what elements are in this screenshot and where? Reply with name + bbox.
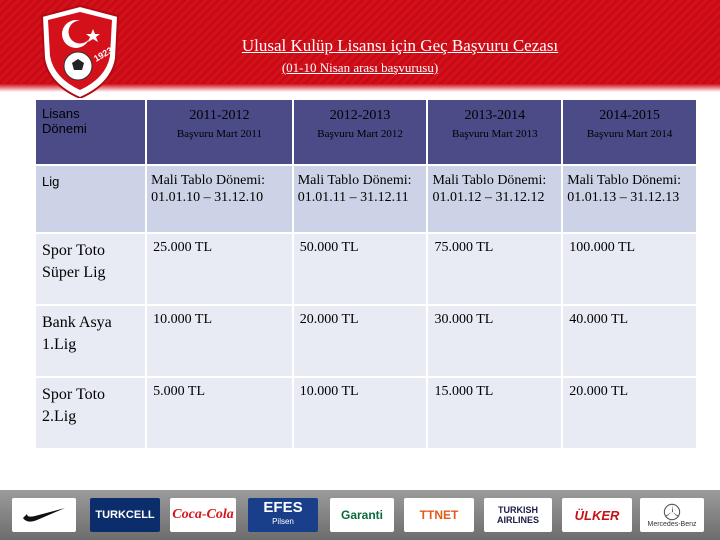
- fee-cell: 30.000 TL: [428, 306, 562, 376]
- period-cell: Mali Tablo Dönemi: 01.01.12 – 31.12.12: [428, 166, 562, 232]
- fee-cell: 10.000 TL: [147, 306, 292, 376]
- fee-cell: 75.000 TL: [428, 234, 562, 304]
- period-range: 01.01.11 – 31.12.11: [297, 190, 409, 205]
- lig-label: Lig: [36, 166, 146, 232]
- season-header: 2011-2012 Başvuru Mart 2011: [147, 100, 292, 164]
- header-band: [0, 0, 720, 92]
- fee-cell: 20.000 TL: [293, 306, 427, 376]
- period-title: Mali Tablo Dönemi:: [297, 173, 412, 188]
- turkish-airlines-logo: TURKISH AIRLINES: [484, 498, 552, 532]
- period-title: Mali Tablo Dönemi:: [151, 173, 265, 188]
- season-application: Başvuru Mart 2011: [176, 128, 262, 140]
- license-fee-table: Lisans Dönemi 2011-2012 Başvuru Mart 201…: [34, 98, 698, 450]
- league-name-line1: Spor Toto: [42, 386, 106, 403]
- mercedes-name: Mercedes-Benz: [647, 520, 697, 528]
- season-header-row: Lisans Dönemi 2011-2012 Başvuru Mart 201…: [36, 100, 696, 164]
- period-title: Mali Tablo Dönemi:: [567, 173, 682, 188]
- league-name: Bank Asya 1.Lig: [36, 306, 146, 376]
- turkish-airlines-name: TURKISH: [498, 505, 538, 515]
- corner-label-line2: Dönemi: [42, 121, 87, 136]
- fee-cell: 15.000 TL: [428, 378, 562, 448]
- mercedes-logo: Mercedes-Benz: [640, 498, 704, 532]
- fee-cell: 100.000 TL: [563, 234, 696, 304]
- period-title: Mali Tablo Dönemi:: [432, 173, 547, 188]
- season-header: 2014-2015 Başvuru Mart 2014: [563, 100, 696, 164]
- efes-name: EFES: [263, 499, 303, 516]
- corner-label-line1: Lisans: [42, 106, 80, 121]
- league-name-line1: Spor Toto: [42, 242, 106, 259]
- season-application: Başvuru Mart 2014: [586, 128, 673, 140]
- season-year: 2013-2014: [464, 108, 526, 123]
- season-header: 2013-2014 Başvuru Mart 2013: [428, 100, 562, 164]
- season-year: 2012-2013: [329, 108, 391, 123]
- efes-logo: EFES Pilsen: [248, 498, 318, 532]
- sponsor-bar: TURKCELL Coca-Cola EFES Pilsen Garanti T…: [0, 490, 720, 540]
- turkcell-logo: TURKCELL: [90, 498, 160, 532]
- league-name-line2: 1.Lig: [42, 336, 77, 353]
- fee-cell: 25.000 TL: [147, 234, 292, 304]
- league-name-line2: Süper Lig: [42, 264, 106, 281]
- period-cell: Mali Tablo Dönemi: 01.01.10 – 31.12.10: [147, 166, 292, 232]
- table-row: Spor Toto Süper Lig 25.000 TL 50.000 TL …: [36, 234, 696, 304]
- period-range: 01.01.10 – 31.12.10: [151, 190, 264, 205]
- turkish-airlines-sub: AIRLINES: [496, 515, 539, 525]
- ulker-logo: ÜLKER: [562, 498, 632, 532]
- fee-cell: 5.000 TL: [147, 378, 292, 448]
- garanti-logo: Garanti: [330, 498, 394, 532]
- page-title: Ulusal Kulüp Lisansı için Geç Başvuru Ce…: [241, 36, 559, 55]
- table-row: Spor Toto 2.Lig 5.000 TL 10.000 TL 15.00…: [36, 378, 696, 448]
- period-range: 01.01.12 – 31.12.12: [432, 190, 545, 205]
- nike-swoosh-icon: [12, 498, 76, 532]
- season-application: Başvuru Mart 2012: [317, 128, 403, 140]
- mercedes-star-icon: [663, 503, 681, 520]
- fee-cell: 20.000 TL: [563, 378, 696, 448]
- fee-cell: 10.000 TL: [293, 378, 427, 448]
- league-name-line1: Bank Asya: [42, 314, 112, 331]
- period-range: 01.01.13 – 31.12.13: [567, 190, 680, 205]
- period-cell: Mali Tablo Dönemi: 01.01.11 – 31.12.11: [293, 166, 427, 232]
- season-year: 2011-2012: [189, 108, 250, 123]
- league-name: Spor Toto Süper Lig: [36, 234, 146, 304]
- tff-crest-icon: 1923: [40, 4, 120, 100]
- efes-sub: Pilsen: [272, 517, 294, 526]
- page-subtitle: (01-10 Nisan arası başvurusu): [281, 60, 439, 75]
- fee-cell: 40.000 TL: [563, 306, 696, 376]
- period-cell: Mali Tablo Dönemi: 01.01.13 – 31.12.13: [563, 166, 696, 232]
- season-application: Başvuru Mart 2013: [452, 128, 538, 140]
- season-year: 2014-2015: [599, 108, 660, 123]
- fee-cell: 50.000 TL: [293, 234, 427, 304]
- coca-cola-logo: Coca-Cola: [170, 498, 236, 532]
- corner-label: Lisans Dönemi: [36, 100, 146, 164]
- financial-period-row: Lig Mali Tablo Dönemi: 01.01.10 – 31.12.…: [36, 166, 696, 232]
- league-name: Spor Toto 2.Lig: [36, 378, 146, 448]
- ttnet-logo: TTNET: [404, 498, 474, 532]
- league-name-line2: 2.Lig: [42, 408, 77, 425]
- season-header: 2012-2013 Başvuru Mart 2012: [293, 100, 427, 164]
- table-row: Bank Asya 1.Lig 10.000 TL 20.000 TL 30.0…: [36, 306, 696, 376]
